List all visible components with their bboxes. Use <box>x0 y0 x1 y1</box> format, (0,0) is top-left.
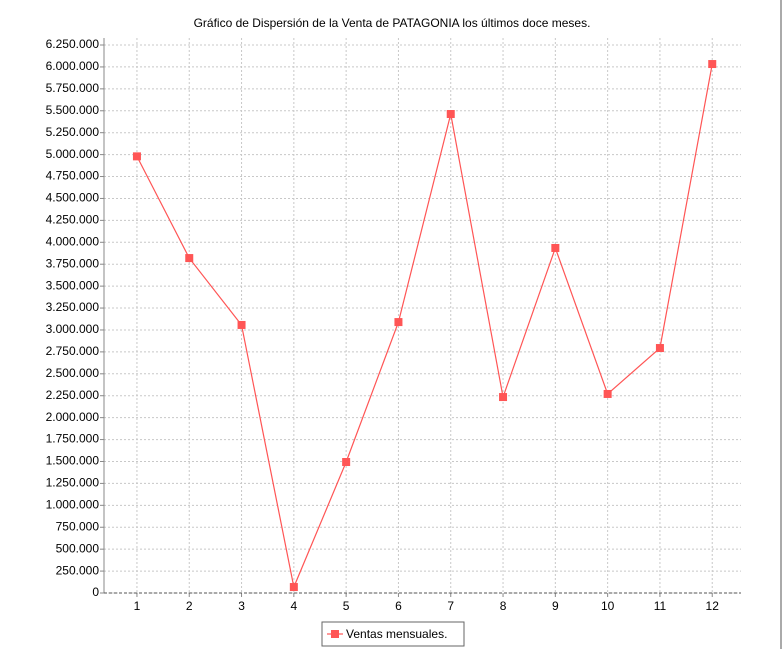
point <box>446 110 455 119</box>
y-tick-label: 2.250.000 <box>46 388 100 402</box>
point <box>132 152 141 161</box>
x-tick-label: 8 <box>500 599 507 613</box>
y-tick-label: 4.500.000 <box>46 191 100 205</box>
x-tick-label: 9 <box>552 599 559 613</box>
y-tick-label: 5.750.000 <box>46 81 100 95</box>
point <box>499 393 508 402</box>
y-tick-label: 4.000.000 <box>46 234 100 248</box>
y-tick-label: 4.750.000 <box>46 169 100 183</box>
chart-title: Gráfico de Dispersión de la Venta de PAT… <box>194 16 591 30</box>
x-tick-label: 11 <box>654 599 667 613</box>
y-tick-label: 4.250.000 <box>46 213 100 227</box>
y-tick-label: 5.500.000 <box>46 103 100 117</box>
point <box>708 60 717 69</box>
y-tick-label: 3.000.000 <box>46 322 100 336</box>
y-tick-label: 3.750.000 <box>46 256 100 270</box>
x-tick-label: 4 <box>291 599 298 613</box>
y-tick-label: 6.000.000 <box>46 59 100 73</box>
y-tick-label: 1.750.000 <box>46 432 100 446</box>
x-tick-label: 3 <box>238 599 245 613</box>
point <box>289 583 298 592</box>
point <box>603 389 612 398</box>
series-line <box>136 63 713 590</box>
x-tick-label: 1 <box>134 599 141 613</box>
x-tick-label: 2 <box>186 599 193 613</box>
point <box>394 318 403 327</box>
y-tick-label: 2.500.000 <box>46 366 100 380</box>
y-tick-label: 250.000 <box>56 563 100 577</box>
y-tick-label: 500.000 <box>56 541 100 555</box>
legend-label: Ventas mensuales. <box>346 627 447 641</box>
x-tick-label: 10 <box>601 599 615 613</box>
point <box>551 243 560 252</box>
y-tick-label: 2.000.000 <box>46 410 100 424</box>
y-tick-label: 5.000.000 <box>46 147 100 161</box>
y-tick-label: 1.250.000 <box>46 476 100 490</box>
y-tick-label: 3.500.000 <box>46 278 100 292</box>
y-tick-label: 6.250.000 <box>46 37 100 51</box>
legend-marker <box>331 630 339 638</box>
x-tick-label: 5 <box>343 599 350 613</box>
y-tick-label: 750.000 <box>56 519 100 533</box>
point <box>342 458 351 467</box>
y-tick-label: 1.500.000 <box>46 454 100 468</box>
x-tick-label: 7 <box>447 599 454 613</box>
point <box>237 320 246 329</box>
y-tick-label: 0 <box>92 585 99 599</box>
point <box>185 254 194 263</box>
legend-box <box>321 621 465 647</box>
x-tick-label: 6 <box>395 599 402 613</box>
y-tick-label: 2.750.000 <box>46 344 100 358</box>
y-tick-label: 1.000.000 <box>46 497 100 511</box>
y-tick-label: 3.250.000 <box>46 300 100 314</box>
point <box>655 344 664 353</box>
y-tick-label: 5.250.000 <box>46 125 100 139</box>
x-tick-label: 12 <box>706 599 720 613</box>
